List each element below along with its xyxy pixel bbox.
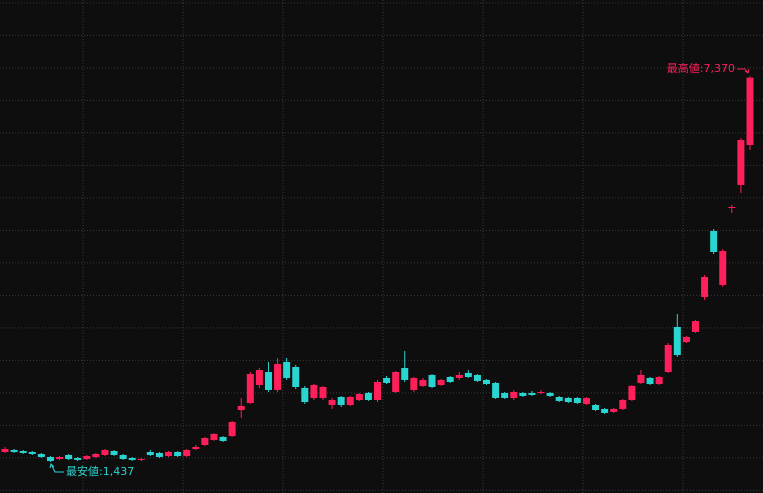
- candle-body: [637, 374, 645, 383]
- candle-body: [473, 374, 481, 381]
- candle-body: [155, 452, 163, 457]
- candle-body: [46, 456, 54, 462]
- candle-body: [691, 321, 699, 333]
- candle-body: [183, 449, 191, 457]
- candle-body: [728, 207, 736, 209]
- candle-body: [210, 433, 218, 440]
- candle-body: [710, 230, 718, 252]
- candle-body: [501, 392, 509, 398]
- high-arrow: [737, 68, 750, 74]
- candle-body: [283, 361, 291, 378]
- candle-body: [601, 408, 609, 413]
- candle-body: [65, 454, 73, 460]
- candle-body: [364, 392, 372, 400]
- candle-body: [555, 396, 563, 401]
- candle-body: [237, 405, 245, 410]
- candle-body: [137, 459, 145, 461]
- candle-body: [446, 376, 454, 382]
- candle-body: [582, 397, 590, 404]
- candle-body: [383, 377, 391, 383]
- candle-body: [737, 140, 745, 185]
- candle-body: [455, 374, 463, 378]
- candle-body: [619, 399, 627, 409]
- candle-body: [146, 451, 154, 455]
- candle-body: [673, 326, 681, 356]
- candle-body: [301, 387, 309, 403]
- candle-body: [664, 345, 672, 372]
- low-annotation: 最安値:1,437: [66, 464, 134, 478]
- candle-body: [528, 392, 536, 395]
- candle-body: [410, 377, 418, 390]
- candle-body: [519, 392, 527, 396]
- candle-body: [537, 391, 545, 393]
- candle-body: [701, 277, 709, 297]
- candle-body: [228, 421, 236, 436]
- candle-body: [374, 381, 381, 400]
- candle-body: [310, 384, 318, 398]
- candle-body: [292, 366, 300, 387]
- candle-body: [174, 451, 182, 457]
- candle-body: [492, 382, 500, 398]
- low-arrow: [49, 463, 64, 473]
- candle-body: [337, 396, 345, 405]
- candle-body: [328, 399, 336, 405]
- candle-body: [274, 363, 282, 390]
- candle-body: [319, 386, 327, 398]
- candle-body: [128, 457, 136, 460]
- candle-body: [346, 396, 354, 405]
- candle-body: [546, 392, 554, 396]
- candle-body: [355, 394, 363, 400]
- candle-body: [483, 379, 491, 385]
- candle-body: [592, 404, 600, 410]
- candle-body: [655, 376, 663, 385]
- candle-body: [19, 451, 27, 453]
- candle-body: [719, 251, 727, 286]
- candle-body: [119, 454, 127, 460]
- candle-body: [10, 449, 18, 452]
- candle-body: [246, 373, 254, 403]
- candle-body: [573, 397, 581, 403]
- candle-body: [746, 77, 754, 146]
- candle-body: [419, 379, 427, 386]
- candle-body: [464, 372, 472, 377]
- candle-body: [392, 371, 400, 392]
- candle-body: [192, 446, 200, 449]
- candle-body: [564, 397, 572, 403]
- candle-body: [437, 379, 445, 385]
- vertical-grid: [82, 0, 684, 493]
- candle-body: [219, 436, 227, 442]
- candle-body: [83, 456, 91, 460]
- candle-body: [28, 451, 36, 455]
- candle-body: [255, 370, 263, 385]
- candle-body: [110, 451, 118, 455]
- candle-body: [264, 371, 272, 390]
- candle-body: [682, 337, 690, 343]
- candles: [1, 76, 754, 462]
- candle-body: [201, 438, 209, 445]
- candle-body: [74, 457, 82, 460]
- candle-body: [101, 449, 109, 455]
- candle-body: [165, 451, 173, 457]
- candle-body: [646, 377, 654, 385]
- high-annotation: 最高値:7,370: [667, 61, 735, 75]
- candle-body: [610, 408, 618, 412]
- candle-body: [628, 385, 636, 400]
- candle-body: [56, 456, 64, 460]
- candle-body: [401, 368, 409, 380]
- candle-body: [428, 374, 436, 387]
- candle-body: [37, 454, 45, 457]
- candle-body: [1, 448, 9, 452]
- candle-body: [92, 454, 100, 457]
- candle-body: [510, 391, 518, 398]
